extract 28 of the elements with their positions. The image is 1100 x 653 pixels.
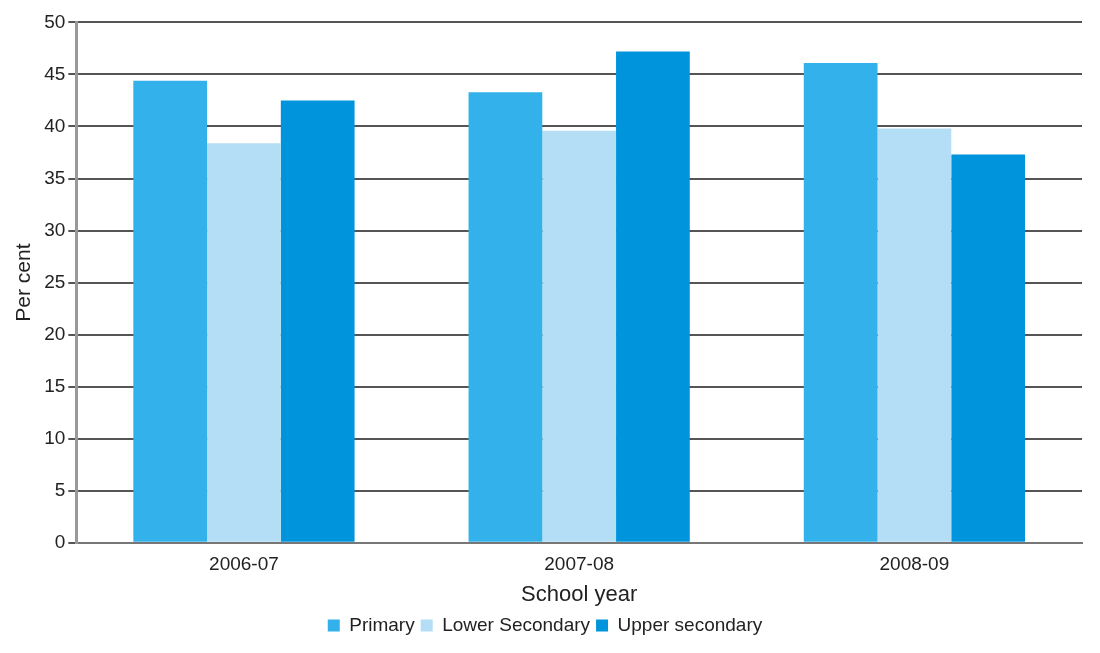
x-tick-label: 2006-07 xyxy=(209,553,279,575)
y-axis-title: Per cent xyxy=(11,243,35,322)
y-tick-label: 0 xyxy=(54,531,66,553)
bar xyxy=(542,130,617,542)
y-tick-label: 25 xyxy=(44,270,66,292)
bar xyxy=(616,51,690,542)
legend-label: Upper secondary xyxy=(617,613,763,635)
y-tick-label: 45 xyxy=(44,62,66,84)
bar xyxy=(133,80,208,542)
bar xyxy=(280,100,355,542)
y-tick-label: 20 xyxy=(44,322,66,344)
y-tick-label: 50 xyxy=(44,10,66,32)
y-tick-label: 40 xyxy=(44,114,66,136)
x-tick-label: 2007-08 xyxy=(544,553,615,575)
x-axis-title: School year xyxy=(521,580,638,606)
y-tick-label: 5 xyxy=(54,478,66,500)
bar xyxy=(877,128,952,542)
bar xyxy=(468,92,543,542)
legend-label: Lower Secondary xyxy=(442,613,591,635)
bar xyxy=(951,154,1026,542)
y-tick-label: 15 xyxy=(44,374,66,396)
bar xyxy=(803,62,878,542)
y-tick-label: 30 xyxy=(44,218,66,240)
legend-label: Primary xyxy=(349,613,416,635)
bar xyxy=(207,143,281,542)
x-tick-label: 2008-09 xyxy=(879,553,950,575)
y-tick-label: 10 xyxy=(44,426,66,448)
y-tick-label: 35 xyxy=(44,166,66,188)
